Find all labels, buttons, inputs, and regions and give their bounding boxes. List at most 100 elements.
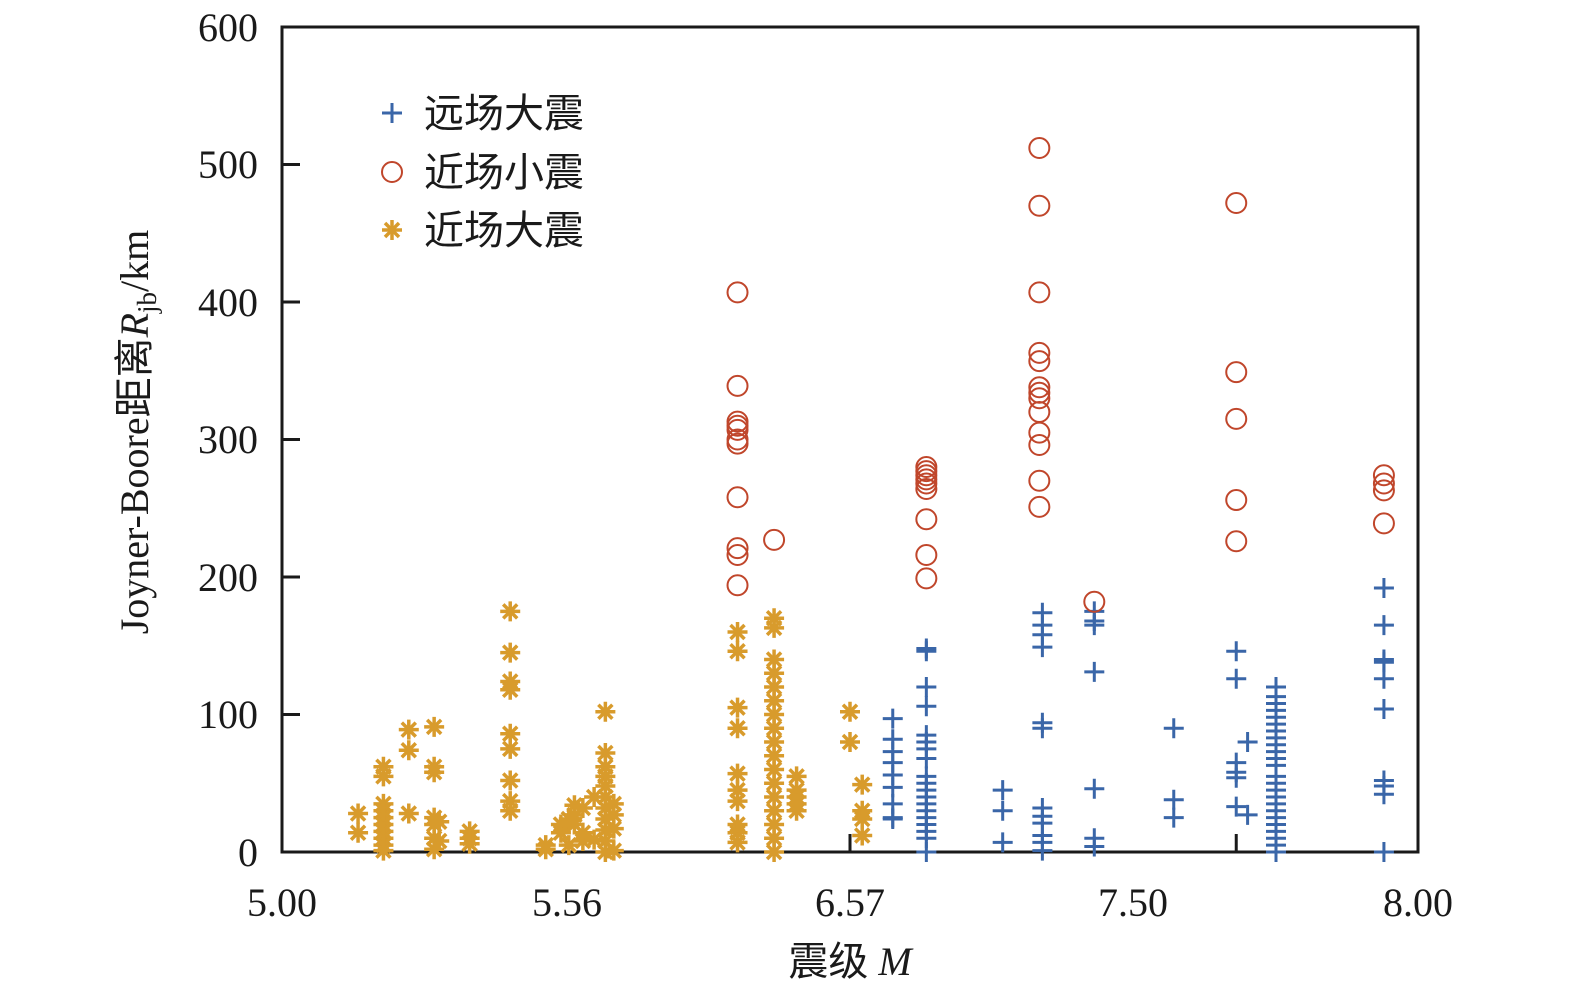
data-point-circle — [1028, 350, 1051, 373]
data-point-asterisk — [727, 697, 748, 718]
data-point-plus — [1373, 668, 1394, 689]
data-point-plus — [1226, 668, 1247, 689]
data-point-asterisk — [424, 716, 445, 737]
circle-marker-icon — [381, 161, 403, 183]
data-point-asterisk — [727, 622, 748, 642]
data-point-plus — [992, 832, 1013, 853]
data-point-asterisk — [764, 617, 785, 638]
data-point-asterisk — [840, 701, 860, 722]
data-point-asterisk — [764, 677, 785, 697]
data-point-asterisk — [764, 842, 785, 862]
data-point-asterisk — [500, 770, 521, 791]
y-tick-label: 200 — [198, 555, 258, 600]
data-point-plus — [1163, 807, 1184, 828]
data-point-circle — [1028, 137, 1051, 159]
data-point-circle — [1028, 194, 1051, 217]
legend: 远场大震 近场小震 近场大震 — [381, 91, 584, 253]
data-point-circle — [726, 281, 749, 304]
series-asterisk — [348, 601, 873, 862]
data-point-plus — [1084, 836, 1105, 857]
data-point-plus — [916, 842, 937, 862]
legend-label: 远场大震 — [424, 91, 584, 136]
data-point-plus — [1373, 784, 1394, 805]
data-point-circle — [1225, 361, 1248, 384]
data-point-circle — [726, 544, 749, 566]
data-point-circle — [1028, 387, 1051, 410]
legend-item-near-large: 近场大震 — [382, 208, 584, 253]
data-point-asterisk — [764, 773, 785, 794]
data-point-asterisk — [852, 774, 873, 795]
data-point-plus — [1032, 637, 1053, 658]
data-point-plus — [1032, 718, 1053, 739]
data-point-circle — [726, 432, 749, 455]
data-point-circle — [1028, 469, 1051, 492]
data-point-asterisk — [595, 701, 616, 722]
data-point-asterisk — [373, 840, 394, 861]
data-point-circle — [1028, 341, 1051, 364]
y-axis-variable: R — [112, 313, 157, 338]
data-point-plus — [1266, 842, 1286, 862]
data-point-asterisk — [429, 831, 450, 851]
data-point-asterisk — [429, 811, 450, 832]
data-point-circle — [915, 478, 938, 500]
data-point-asterisk — [398, 740, 419, 761]
data-point-asterisk — [500, 642, 521, 663]
data-point-plus — [1226, 796, 1247, 817]
data-point-circle — [1225, 407, 1248, 430]
data-point-asterisk — [764, 690, 785, 711]
data-point-circle — [915, 544, 938, 566]
data-point-asterisk — [603, 840, 624, 861]
data-point-asterisk — [727, 718, 748, 739]
data-point-circle — [726, 418, 749, 441]
data-point-circle — [1372, 512, 1395, 535]
y-tick-label: 400 — [198, 280, 258, 325]
data-point-asterisk — [852, 825, 873, 846]
data-point-circle — [1028, 495, 1051, 518]
legend-label: 近场大震 — [424, 208, 584, 253]
data-point-asterisk — [840, 732, 860, 752]
data-point-circle — [1083, 590, 1106, 613]
data-point-asterisk — [595, 743, 616, 763]
y-tick-label: 600 — [198, 5, 258, 50]
data-point-circle — [1372, 464, 1395, 487]
data-point-plus — [1237, 732, 1258, 752]
data-point-plus — [916, 641, 937, 662]
data-point-asterisk — [550, 822, 571, 843]
x-tick-label: 8.00 — [1383, 880, 1453, 925]
data-point-circle — [1028, 381, 1051, 404]
data-point-circle — [1372, 479, 1395, 502]
data-point-plus — [1226, 641, 1247, 662]
y-axis-title: Joyner-Boore距离Rjb/km — [112, 230, 162, 635]
plus-marker-icon — [382, 103, 402, 123]
data-point-circle — [726, 374, 749, 397]
data-point-plus — [1032, 840, 1053, 861]
x-axis-variable: M — [877, 939, 914, 984]
data-point-plus — [916, 696, 937, 717]
data-point-circle — [726, 574, 749, 597]
series-plus — [882, 578, 1394, 862]
data-point-plus — [882, 708, 903, 729]
data-points — [348, 137, 1395, 862]
asterisk-marker-icon — [382, 220, 402, 240]
data-point-asterisk — [398, 803, 419, 824]
data-point-circle — [1225, 530, 1248, 553]
data-point-plus — [1163, 789, 1184, 810]
series-circle — [726, 137, 1395, 613]
data-point-plus — [1373, 615, 1394, 636]
data-point-asterisk — [398, 719, 419, 740]
data-point-circle — [1028, 421, 1051, 444]
data-point-asterisk — [727, 641, 748, 662]
data-point-circle — [726, 537, 749, 560]
data-point-plus — [1163, 718, 1184, 739]
data-point-asterisk — [572, 798, 593, 818]
data-point-asterisk — [373, 766, 394, 787]
data-point-asterisk — [500, 800, 521, 821]
y-tick-label: 300 — [198, 417, 258, 462]
data-point-asterisk — [727, 832, 748, 853]
data-point-asterisk — [764, 649, 785, 670]
data-point-circle — [1028, 401, 1051, 423]
y-tick-label: 0 — [238, 830, 258, 875]
data-point-asterisk — [500, 601, 521, 622]
legend-item-far-large: 远场大震 — [382, 91, 584, 136]
